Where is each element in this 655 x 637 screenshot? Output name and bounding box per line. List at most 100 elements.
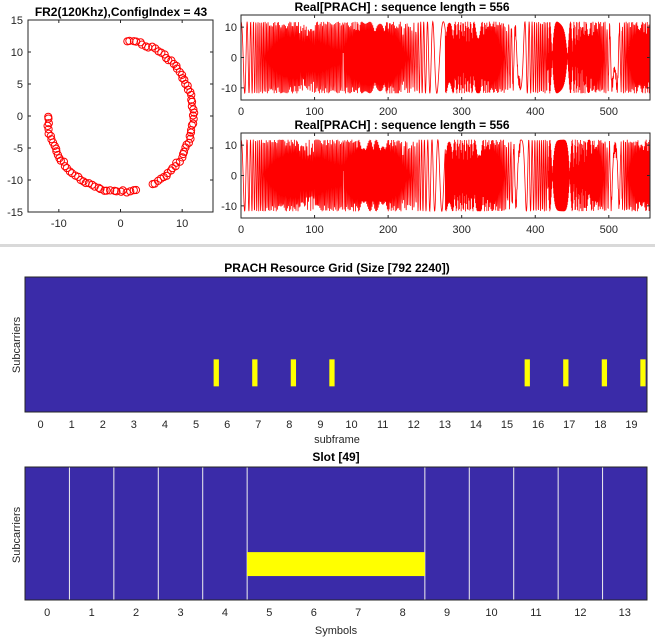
constellation-point: [123, 37, 132, 46]
grid-xtick-label: 13: [439, 419, 451, 431]
waveform-xtick-label: 500: [600, 106, 618, 118]
constellation-axes: -10 0 10 15 10 5 0 -5 -10 -15: [7, 15, 214, 230]
resource-grid-cells: [25, 277, 647, 412]
grid-xtick-label: 18: [594, 419, 606, 431]
constellation-point: [166, 166, 176, 175]
waveform-xtick-label: 100: [305, 224, 323, 236]
waveform-ytick-label: 10: [225, 22, 237, 34]
grid-background: [25, 277, 647, 412]
waveform-xtick-label: 500: [600, 224, 618, 236]
prach-block: [563, 359, 569, 387]
waveform-xtick-label: 200: [379, 106, 397, 118]
grid-xtick-label: 0: [37, 419, 43, 431]
constellation-point: [172, 61, 181, 71]
constellation-point: [175, 157, 184, 166]
constellation-point: [167, 56, 176, 65]
grid-xtick-label: 1: [69, 419, 75, 431]
constellation-point: [178, 153, 187, 162]
real-top-title: Real[PRACH] : sequence length = 556: [294, 0, 509, 14]
constellation-frame: [27, 19, 214, 213]
grid-xtick-label: 9: [317, 419, 323, 431]
grid-xtick-label: 5: [193, 419, 199, 431]
prach-block: [247, 552, 425, 577]
constellation-ytick-label: -10: [7, 175, 23, 187]
figure-separator: [0, 244, 655, 247]
real-top-series: [240, 20, 651, 95]
constellation-ytick-label: 15: [11, 15, 23, 27]
waveform-xtick-label: 300: [453, 106, 471, 118]
constellation-point: [171, 162, 180, 171]
constellation-title: FR2(120Khz),ConfigIndex = 43: [35, 5, 208, 19]
grid-xtick-label: 4: [162, 419, 168, 431]
grid-xtick-label: 5: [266, 607, 272, 619]
prach-block: [329, 359, 335, 387]
constellation-point: [88, 180, 97, 189]
constellation-ytick-label: 10: [11, 47, 23, 59]
grid-xtick-label: 11: [530, 607, 541, 619]
grid-xtick-label: 6: [224, 419, 230, 431]
slot-cells: [25, 467, 647, 600]
grid-xtick-label: 4: [222, 607, 228, 619]
constellation-ytick-label: 5: [17, 79, 23, 91]
constellation-point: [153, 176, 163, 185]
waveform-xtick-label: 200: [379, 224, 397, 236]
grid-xtick-label: 14: [470, 419, 482, 431]
waveform-ytick-label: -10: [221, 83, 237, 95]
constellation-points: [43, 36, 199, 197]
constellation-point: [180, 75, 189, 84]
grid-xtick-label: 10: [485, 607, 497, 619]
waveform-line: [240, 20, 651, 95]
constellation-point: [60, 162, 70, 171]
slot-ylabel: Subcarriers: [11, 506, 23, 563]
constellation-point: [102, 186, 111, 195]
constellation-point: [126, 187, 135, 196]
waveform-ytick-label: 0: [231, 53, 237, 65]
grid-xtick-label: 19: [625, 419, 637, 431]
constellation-point: [96, 184, 105, 194]
prach-block: [290, 359, 297, 387]
grid-frame: [24, 276, 648, 413]
grid-xtick-label: 1: [89, 607, 95, 619]
prach-block: [524, 359, 530, 387]
grid-xtick-label: 10: [345, 419, 357, 431]
slot-xlabel: Symbols: [315, 625, 358, 637]
grid-xtick-label: 12: [408, 419, 420, 431]
grid-xtick-label: 2: [133, 607, 139, 619]
grid-xtick-label: 0: [44, 607, 50, 619]
waveform-ytick-label: 10: [225, 140, 237, 152]
constellation-point: [164, 56, 173, 65]
constellation-point: [189, 119, 198, 128]
constellation-xtick-label: -10: [51, 218, 67, 230]
resource-grid-xlabel: subframe: [314, 434, 360, 446]
real-bottom-panel: Real[PRACH] : sequence length = 556 0 100…: [221, 118, 651, 236]
constellation-point: [162, 53, 171, 63]
waveform-xtick-label: 400: [526, 224, 544, 236]
constellation-point: [52, 144, 61, 153]
grid-xtick-label: 16: [532, 419, 544, 431]
slot-panel: Slot [49] 0 1 2 3 4 5 6 7 8 9 10 11 12 13 Symbols Sub…: [11, 450, 648, 637]
constellation-point: [148, 42, 157, 51]
constellation-point: [182, 140, 191, 149]
real-bottom-series: [240, 139, 651, 213]
waveform-ytick-label: -10: [221, 201, 237, 213]
constellation-point: [43, 121, 52, 131]
grid-xtick-label: 15: [501, 419, 513, 431]
grid-xtick-label: 17: [563, 419, 575, 431]
grid-xtick-label: 8: [286, 419, 292, 431]
waveform-ytick-label: 0: [231, 171, 237, 183]
grid-xtick-label: 7: [255, 419, 261, 431]
constellation-point: [90, 182, 99, 191]
waveform-xtick-label: 300: [453, 224, 471, 236]
constellation-point: [141, 42, 150, 51]
constellation-ytick-label: 0: [17, 111, 23, 123]
grid-xtick-label: 8: [400, 607, 406, 619]
slot-axes: 0 1 2 3 4 5 6 7 8 9 10 11 12 13: [24, 466, 648, 619]
constellation-point: [52, 147, 61, 156]
resource-grid-title: PRACH Resource Grid (Size [792 2240]): [224, 261, 449, 275]
constellation-point: [131, 185, 141, 195]
constellation-point: [122, 188, 131, 197]
grid-xtick-label: 6: [311, 607, 317, 619]
constellation-ytick-label: -15: [7, 207, 23, 219]
